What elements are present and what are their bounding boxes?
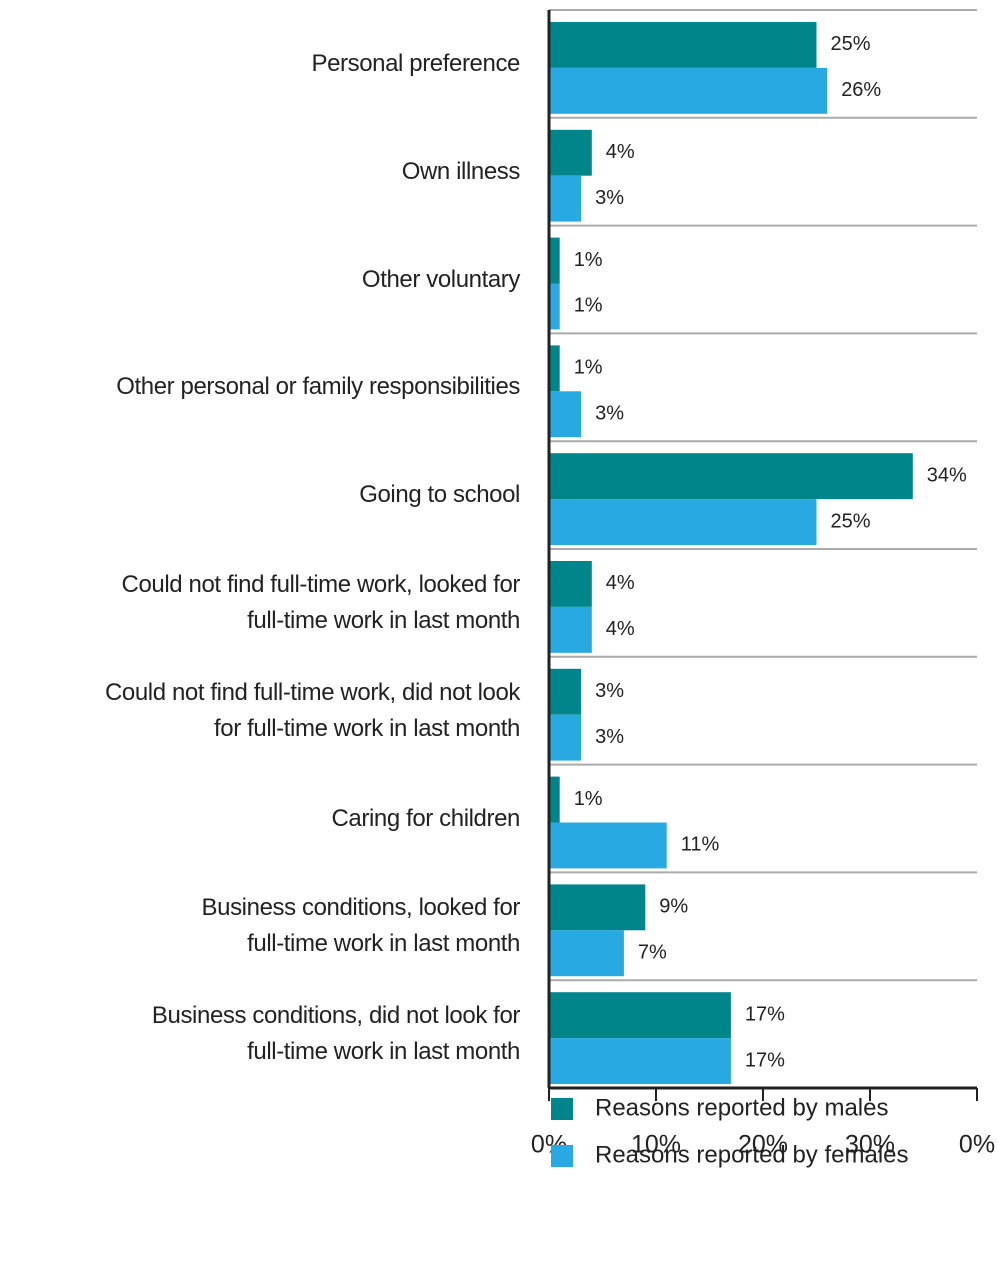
bar: [549, 283, 560, 330]
category-label: Personal preference: [311, 49, 520, 77]
x-tick-label: 0%: [959, 1131, 995, 1159]
bar: [549, 884, 646, 931]
value-label: 9%: [659, 896, 688, 918]
category-label: Going to school: [359, 481, 520, 509]
category-label: Other personal or family responsibilitie…: [116, 373, 520, 401]
bar: [549, 606, 592, 653]
bar: [549, 175, 582, 222]
category-label: Own illness: [401, 157, 521, 185]
bar: [549, 668, 582, 715]
category-label: Other voluntary: [361, 265, 520, 293]
value-label: 3%: [595, 187, 624, 209]
value-label: 7%: [638, 942, 667, 964]
bar: [549, 391, 582, 438]
legend-swatch: [551, 1145, 573, 1167]
value-label: 34%: [927, 464, 967, 486]
bar: [549, 237, 560, 284]
x-tick-label: 20%: [738, 1131, 788, 1159]
value-label: 1%: [574, 788, 603, 810]
category-label: Caring for children: [331, 804, 521, 832]
value-label: 17%: [745, 1003, 785, 1025]
bar: [549, 776, 560, 823]
value-label: 3%: [595, 403, 624, 425]
category-label: Could not find full-time work, did not l…: [104, 678, 520, 742]
bar: [549, 822, 667, 869]
legend-swatch: [551, 1098, 573, 1120]
value-label: 4%: [606, 618, 635, 640]
x-tick-label: 10%: [631, 1131, 681, 1159]
category-label: Business conditions, looked for full-tim…: [201, 894, 521, 958]
value-label: 25%: [831, 510, 871, 532]
value-label: 4%: [606, 141, 635, 163]
bar: [549, 345, 560, 392]
legend-label: Reasons reported by males: [595, 1094, 888, 1121]
bar: [549, 930, 624, 977]
value-label: 1%: [574, 295, 603, 317]
value-label: 17%: [745, 1049, 785, 1071]
value-label: 4%: [606, 572, 635, 594]
bar: [549, 561, 592, 607]
value-label: 26%: [841, 79, 881, 101]
value-label: 1%: [574, 249, 603, 271]
bar: [549, 67, 828, 114]
value-label: 25%: [831, 33, 871, 55]
bar: [549, 499, 817, 545]
x-tick-label: 30%: [845, 1131, 895, 1159]
bar: [549, 129, 592, 176]
value-label: 1%: [574, 357, 603, 379]
category-label: Business conditions, did not look for fu…: [151, 1002, 520, 1066]
bar: [549, 453, 913, 500]
bar: [549, 1038, 731, 1084]
bar: [549, 22, 817, 68]
value-label: 3%: [595, 680, 624, 702]
bar: [549, 992, 731, 1039]
category-label: Could not find full-time work, looked fo…: [121, 570, 521, 634]
value-label: 3%: [595, 726, 624, 748]
bar: [549, 714, 582, 761]
value-label: 11%: [681, 834, 720, 856]
legend-label: Reasons reported by females: [595, 1141, 909, 1168]
